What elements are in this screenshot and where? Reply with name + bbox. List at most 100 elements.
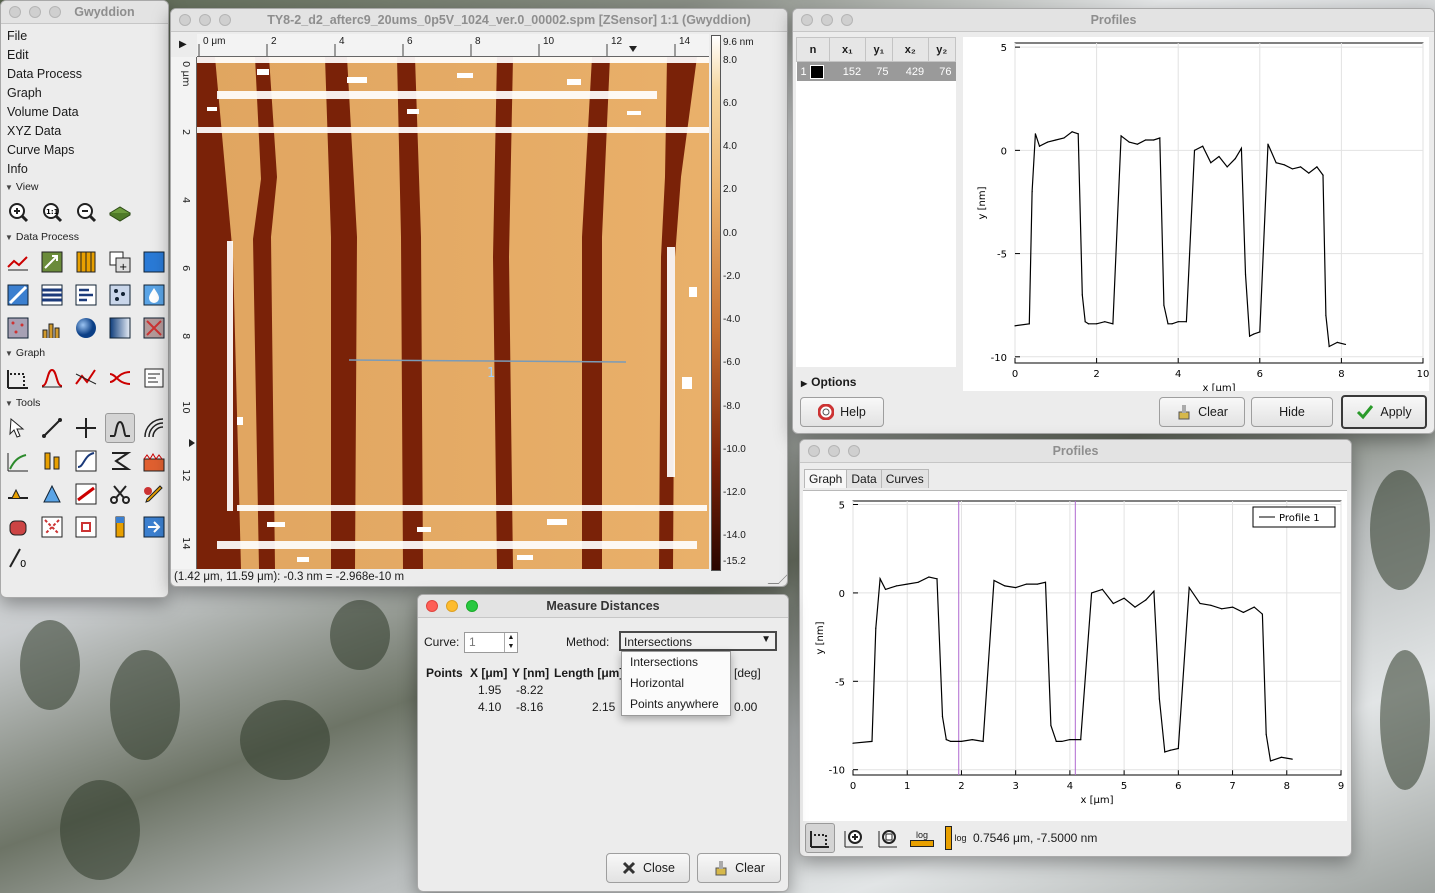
- sfunctions-icon[interactable]: [105, 446, 135, 476]
- zoom-button[interactable]: [841, 14, 853, 26]
- plane-level-icon[interactable]: [37, 247, 67, 277]
- menu-xyz-data[interactable]: XYZ Data: [7, 124, 62, 138]
- stats-tool-icon[interactable]: [71, 446, 101, 476]
- option-horizontal[interactable]: Horizontal: [630, 676, 685, 690]
- statistics-icon[interactable]: [37, 313, 67, 343]
- graph-zoom-in-icon[interactable]: [839, 823, 869, 853]
- menu-data-process[interactable]: Data Process: [7, 67, 83, 81]
- zoom-button[interactable]: [219, 14, 231, 26]
- section-graph[interactable]: ▼ Graph: [1, 345, 168, 361]
- menu-info[interactable]: Info: [7, 162, 28, 176]
- 3d-view-icon[interactable]: [105, 197, 135, 227]
- log-y-toggle[interactable]: log: [941, 823, 971, 853]
- tab-graph[interactable]: Graph: [804, 469, 848, 488]
- radial-profile-icon[interactable]: [139, 413, 168, 443]
- help-button[interactable]: Help: [800, 397, 884, 427]
- brush-icon[interactable]: [3, 512, 33, 542]
- path-level-icon[interactable]: [139, 512, 168, 542]
- level-tool-icon[interactable]: [3, 479, 33, 509]
- close-button[interactable]: [801, 14, 813, 26]
- mark-remove-icon[interactable]: [71, 512, 101, 542]
- minimize-button[interactable]: [446, 600, 458, 612]
- gradient-icon[interactable]: [105, 313, 135, 343]
- colormap-icon[interactable]: [105, 512, 135, 542]
- close-button[interactable]: [426, 600, 438, 612]
- sphere-icon[interactable]: [71, 313, 101, 343]
- apply-button[interactable]: Apply: [1341, 395, 1427, 429]
- log-x-toggle[interactable]: log: [907, 823, 937, 853]
- close-dialog-button[interactable]: Close: [606, 853, 690, 883]
- graph-fit-icon[interactable]: [37, 363, 67, 393]
- pencil-icon[interactable]: [139, 479, 168, 509]
- resize-grip-icon[interactable]: [767, 573, 787, 584]
- mask-icon[interactable]: [139, 313, 168, 343]
- section-view[interactable]: ▼ View: [1, 179, 168, 195]
- close-button[interactable]: [808, 445, 820, 457]
- zoom-button[interactable]: [49, 6, 61, 18]
- facet-icon[interactable]: [3, 280, 33, 310]
- pointer-tool-icon[interactable]: [3, 413, 33, 443]
- menu-edit[interactable]: Edit: [7, 48, 29, 62]
- watershed-icon[interactable]: [139, 280, 168, 310]
- clear-dialog-button[interactable]: Clear: [697, 853, 781, 883]
- zoom-button[interactable]: [466, 600, 478, 612]
- selection-manager-icon[interactable]: 0: [3, 542, 33, 572]
- triangle-tool-icon[interactable]: [37, 479, 67, 509]
- spot-remove-icon[interactable]: [37, 512, 67, 542]
- graph-measure-icon[interactable]: [3, 363, 33, 393]
- minimize-button[interactable]: [821, 14, 833, 26]
- graph-export-icon[interactable]: [139, 363, 168, 393]
- table-row[interactable]: 1 152 75 429 76: [796, 61, 956, 81]
- crop-icon[interactable]: +: [105, 247, 135, 277]
- section-tools[interactable]: ▼ Tools: [1, 395, 168, 411]
- zoom-in-icon[interactable]: [3, 197, 33, 227]
- col-x1[interactable]: x₁: [829, 37, 866, 62]
- zoom-1-1-icon[interactable]: 1:1: [37, 197, 67, 227]
- tab-curves[interactable]: Curves: [880, 469, 929, 488]
- row-color-swatch[interactable]: [809, 64, 824, 79]
- minimize-button[interactable]: [29, 6, 41, 18]
- hide-button[interactable]: Hide: [1251, 397, 1333, 427]
- afm-image[interactable]: 1: [197, 57, 709, 569]
- col-y2[interactable]: y₂: [927, 37, 957, 62]
- menu-file[interactable]: File: [7, 29, 28, 43]
- view-menu-arrow-icon[interactable]: ▶: [179, 39, 187, 50]
- spectro-tool-icon[interactable]: [3, 446, 33, 476]
- spin-arrows-icon[interactable]: ▲ ▼: [504, 633, 517, 652]
- mask-editor-icon[interactable]: [71, 479, 101, 509]
- graph-pointer-icon[interactable]: [805, 823, 835, 853]
- minimize-button[interactable]: [828, 445, 840, 457]
- close-button[interactable]: [179, 14, 191, 26]
- color-icon[interactable]: [139, 247, 168, 277]
- section-data-process[interactable]: ▼ Data Process: [1, 229, 168, 245]
- zoom-button[interactable]: [848, 445, 860, 457]
- minimize-button[interactable]: [199, 14, 211, 26]
- graph-levels-icon[interactable]: [105, 363, 135, 393]
- line-correct-icon[interactable]: [71, 247, 101, 277]
- crosshair-tool-icon[interactable]: [71, 413, 101, 443]
- method-select[interactable]: Intersections ▼: [619, 631, 777, 651]
- menu-graph[interactable]: Graph: [7, 86, 42, 100]
- close-button[interactable]: [9, 6, 21, 18]
- filter-icon[interactable]: [71, 280, 101, 310]
- tab-data[interactable]: Data: [846, 469, 882, 488]
- graph-cut-icon[interactable]: [71, 363, 101, 393]
- col-n[interactable]: n: [796, 37, 830, 62]
- clear-button[interactable]: Clear: [1159, 397, 1245, 427]
- rows-icon[interactable]: [37, 280, 67, 310]
- grain-tool-icon[interactable]: [37, 446, 67, 476]
- grains-icon[interactable]: [105, 280, 135, 310]
- scissors-icon[interactable]: [105, 479, 135, 509]
- col-y1[interactable]: y₁: [864, 37, 893, 62]
- noise-icon[interactable]: [3, 313, 33, 343]
- curve-spinner[interactable]: 1 ▲ ▼: [464, 632, 518, 653]
- option-points-anywhere[interactable]: Points anywhere: [630, 697, 719, 711]
- menu-curve-maps[interactable]: Curve Maps: [7, 143, 75, 157]
- profile-tool-icon[interactable]: [105, 413, 135, 443]
- options-expander[interactable]: ▶ Options: [801, 375, 856, 389]
- distance-tool-icon[interactable]: [37, 413, 67, 443]
- graph-zoom-fit-icon[interactable]: [873, 823, 903, 853]
- zoom-out-icon[interactable]: [71, 197, 101, 227]
- option-intersections[interactable]: Intersections: [630, 655, 699, 669]
- col-x2[interactable]: x₂: [891, 37, 929, 62]
